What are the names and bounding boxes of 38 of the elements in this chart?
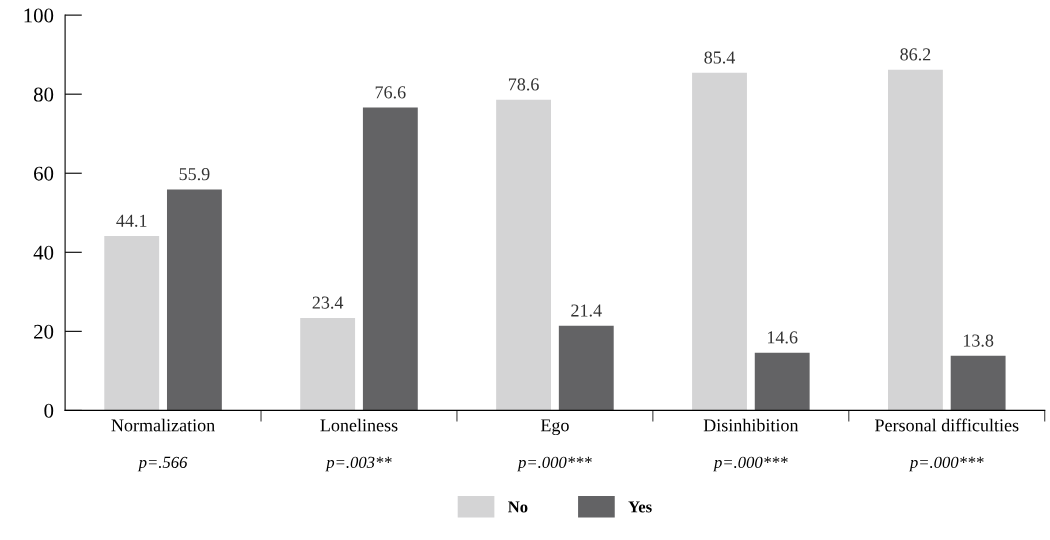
x-tick-label: Personal difficulties (875, 418, 1019, 432)
legend-label: No (508, 501, 528, 513)
y-tick-label: 40 (33, 245, 54, 260)
y-tick-label: 0 (44, 403, 54, 418)
legend-label: Yes (628, 501, 652, 513)
data-label: 44.1 (116, 214, 147, 227)
x-tick-label: Disinhibition (703, 418, 799, 432)
data-label: 14.6 (767, 331, 798, 344)
data-label: 76.6 (375, 86, 406, 99)
bar (300, 317, 356, 411)
data-label: 85.4 (704, 51, 736, 64)
y-tick-label: 80 (33, 87, 54, 102)
text: p=.000*** (517, 456, 592, 472)
x-tick-label: Loneliness (320, 418, 398, 432)
bar (104, 236, 160, 411)
bar (950, 355, 1006, 411)
bar (754, 352, 810, 411)
bar (362, 107, 418, 411)
data-label: 13.8 (963, 334, 994, 347)
text: p=.003** (325, 456, 392, 472)
text: p=.000*** (713, 456, 788, 472)
bar (888, 69, 943, 411)
y-tick-label: 100 (24, 8, 54, 23)
y-tick-label: 20 (34, 324, 54, 339)
bar (496, 99, 552, 411)
text: p=.566 (137, 456, 188, 472)
bar (558, 325, 614, 411)
x-tick-label: Ego (540, 419, 569, 436)
data-label: 23.4 (312, 296, 344, 309)
data-label: 55.9 (179, 168, 210, 181)
bar (166, 189, 222, 411)
text: p=.000*** (908, 456, 984, 472)
x-tick-label: Normalization (111, 418, 215, 432)
bar (692, 72, 747, 411)
data-label: 21.4 (571, 304, 602, 317)
data-label: 86.2 (900, 48, 931, 61)
y-tick-label: 60 (34, 166, 54, 181)
data-label: 78.6 (508, 78, 539, 91)
